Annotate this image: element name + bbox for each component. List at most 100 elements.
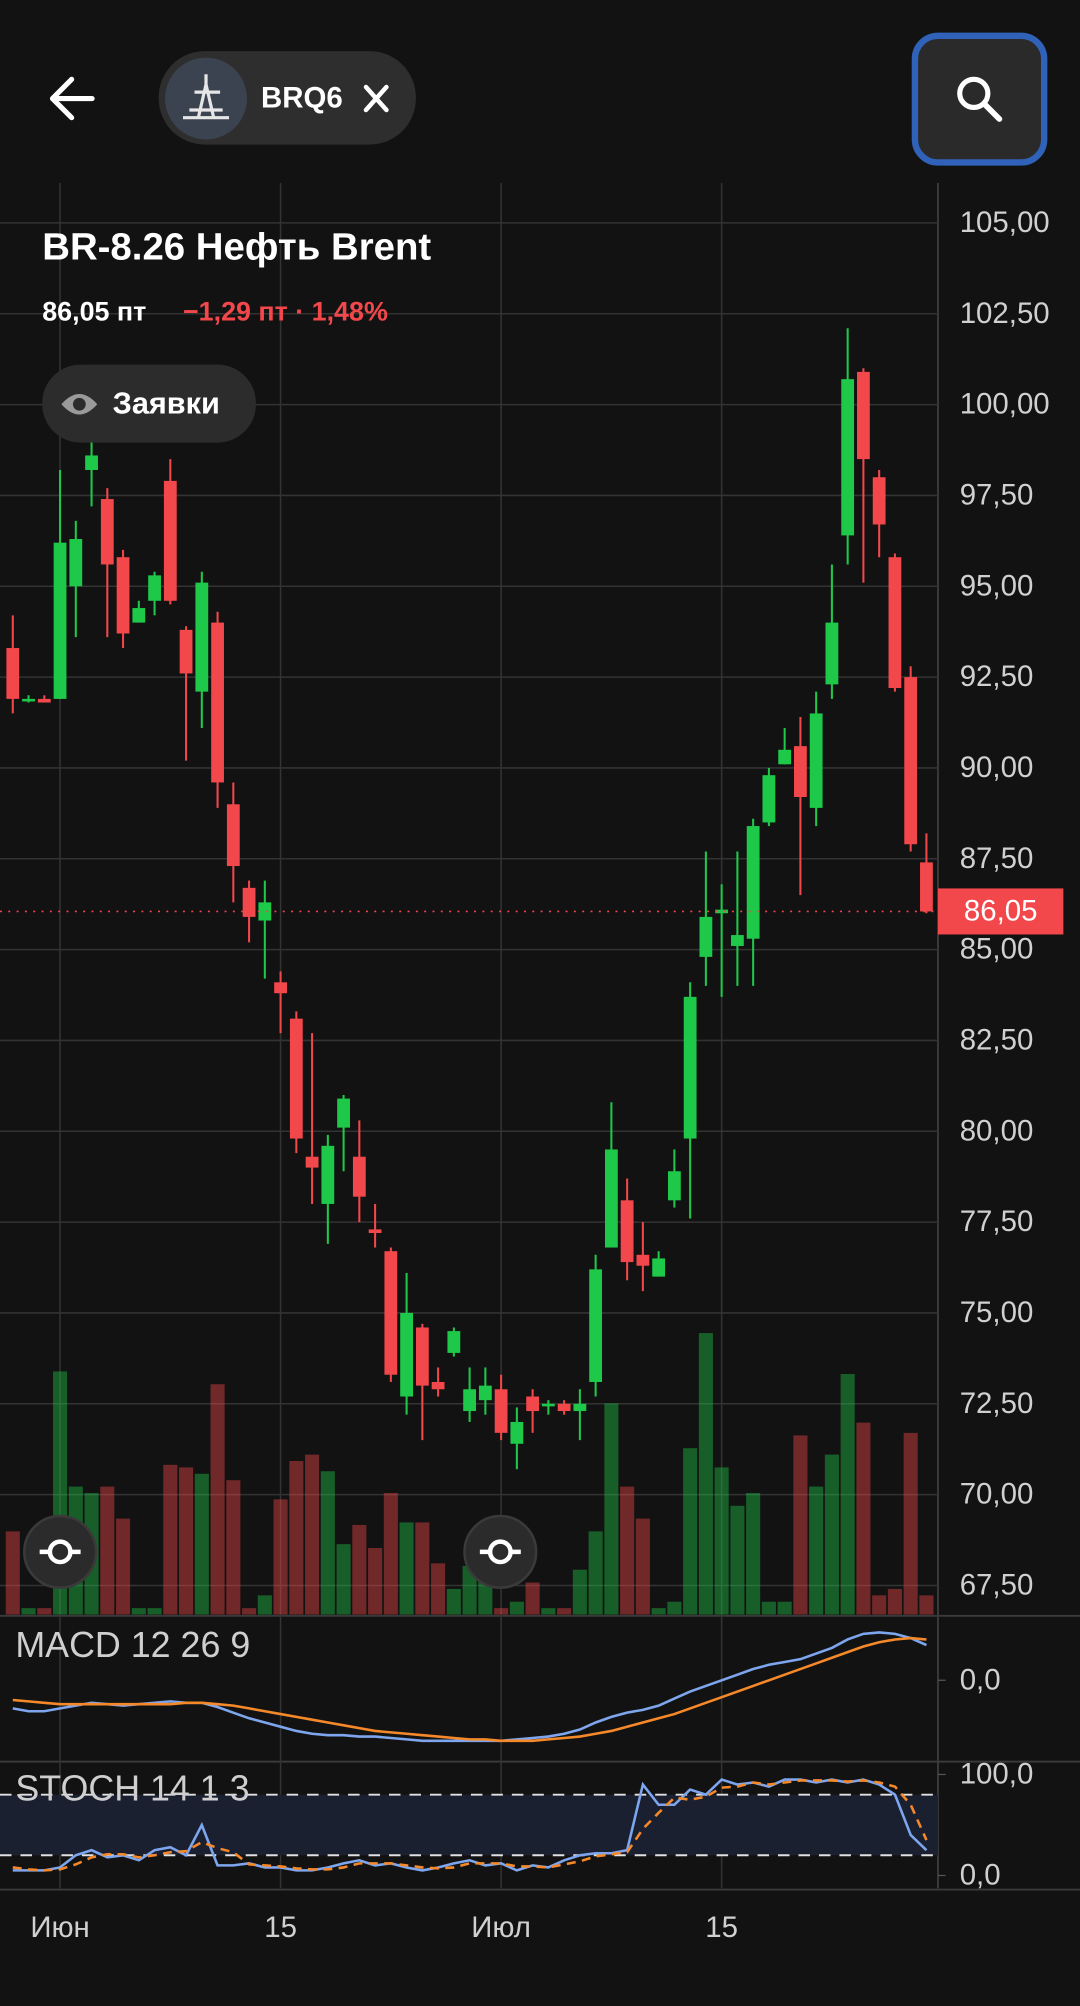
candle-body <box>100 499 114 565</box>
candle-body <box>762 775 776 823</box>
volume-bar <box>368 1547 383 1615</box>
volume-bar <box>257 1595 272 1615</box>
candle-body <box>904 677 918 845</box>
volume-bar <box>683 1448 698 1615</box>
volume-bar <box>903 1432 918 1615</box>
candle-body <box>683 996 697 1139</box>
volume-bar <box>242 1608 257 1615</box>
volume-bar <box>494 1608 509 1615</box>
candle-body <box>85 455 98 470</box>
volume-bar <box>320 1471 335 1615</box>
last-price-label: 86,05 <box>964 894 1038 927</box>
candle-body <box>620 1200 634 1263</box>
candle-body <box>888 557 902 688</box>
candle-body <box>541 1403 555 1407</box>
volume-bar <box>289 1461 304 1615</box>
candle-body <box>746 826 760 939</box>
ticker-chip[interactable]: BRQ6 <box>158 51 416 145</box>
volume-bar <box>667 1601 682 1615</box>
y-tick-label: 82,50 <box>960 1023 1034 1056</box>
volume-bar <box>588 1531 603 1615</box>
volume-bar <box>698 1333 713 1615</box>
volume-bar <box>557 1608 572 1615</box>
volume-bar <box>620 1486 635 1615</box>
volume-bar <box>336 1544 351 1615</box>
candle-body <box>148 575 161 601</box>
candle-body <box>289 1018 303 1139</box>
volume-bar <box>383 1492 398 1615</box>
x-tick-label: 15 <box>705 1911 738 1944</box>
volume-bar <box>761 1601 776 1615</box>
candle-body <box>337 1098 350 1128</box>
candle-body <box>352 1156 366 1197</box>
y-tick-label: 87,50 <box>960 842 1034 875</box>
candle-body <box>447 1331 461 1353</box>
candle-body <box>37 698 51 703</box>
orders-button[interactable]: Заявки <box>42 364 256 443</box>
ticker: BRQ6 <box>261 82 343 115</box>
volume-bar <box>604 1403 619 1615</box>
y-tick-label: 0,0 <box>960 1663 1001 1696</box>
volume-bar <box>415 1522 430 1615</box>
candle-body <box>652 1258 666 1277</box>
candle-body <box>431 1381 445 1390</box>
y-tick-label: 100,0 <box>960 1757 1034 1790</box>
candle-body <box>604 1149 618 1248</box>
y-tick-label: 72,50 <box>960 1387 1034 1420</box>
y-tick-label: 85,00 <box>960 933 1034 966</box>
back-button[interactable] <box>49 76 95 121</box>
volume-bar <box>210 1384 225 1615</box>
volume-bar <box>840 1374 855 1615</box>
volume-bar <box>572 1569 587 1615</box>
crosshair-button[interactable] <box>463 1514 538 1589</box>
candle-body <box>69 539 83 587</box>
volume-bar <box>399 1522 414 1615</box>
candle-body <box>258 902 272 921</box>
candle-body <box>526 1396 540 1412</box>
candle-body <box>699 916 713 957</box>
volume-bar <box>809 1486 824 1615</box>
macd-title: MACD 12 26 9 <box>15 1625 250 1665</box>
volume-bar <box>179 1467 194 1615</box>
y-tick-label: 92,50 <box>960 660 1034 693</box>
candle-body <box>478 1385 492 1401</box>
candle-body <box>321 1145 335 1204</box>
candle-body <box>368 1229 382 1234</box>
rig-glyph <box>182 74 230 120</box>
volume-bar <box>305 1454 320 1615</box>
candle-body <box>384 1251 398 1375</box>
volume-bar <box>793 1435 808 1615</box>
x-tick-label: Июн <box>30 1911 89 1944</box>
y-tick-label: 100,00 <box>960 388 1050 421</box>
volume-bar <box>525 1582 540 1615</box>
price-change: −1,29 пт · 1,48% <box>183 297 388 327</box>
candle-body <box>589 1269 603 1382</box>
search-handle <box>981 100 1003 122</box>
volume-bar <box>147 1608 162 1615</box>
stoch-title: STOCH 14 1 3 <box>15 1769 249 1809</box>
y-tick-label: 102,50 <box>960 297 1050 330</box>
orders-bg <box>42 364 256 443</box>
candle-body <box>53 542 67 699</box>
level-band <box>0 1794 938 1856</box>
candle-body <box>573 1403 587 1412</box>
y-tick-label: 77,50 <box>960 1205 1034 1238</box>
volume-bar <box>730 1505 745 1615</box>
candle-body <box>636 1254 650 1266</box>
candle-body <box>730 935 744 946</box>
candle-body <box>195 582 209 692</box>
indicator-line <box>12 1631 927 1743</box>
candle-body <box>163 480 177 601</box>
search-button[interactable] <box>911 32 1048 166</box>
crosshair-button[interactable] <box>23 1514 98 1589</box>
volume-bar <box>746 1492 761 1615</box>
candle-body <box>778 749 792 765</box>
y-tick-label: 105,00 <box>960 206 1050 239</box>
volume-bar <box>352 1524 367 1615</box>
volume-bar <box>37 1608 52 1615</box>
candle-body <box>415 1327 429 1386</box>
close-icon[interactable] <box>363 84 389 113</box>
candle-body <box>857 371 870 460</box>
volume-bar <box>100 1486 115 1615</box>
